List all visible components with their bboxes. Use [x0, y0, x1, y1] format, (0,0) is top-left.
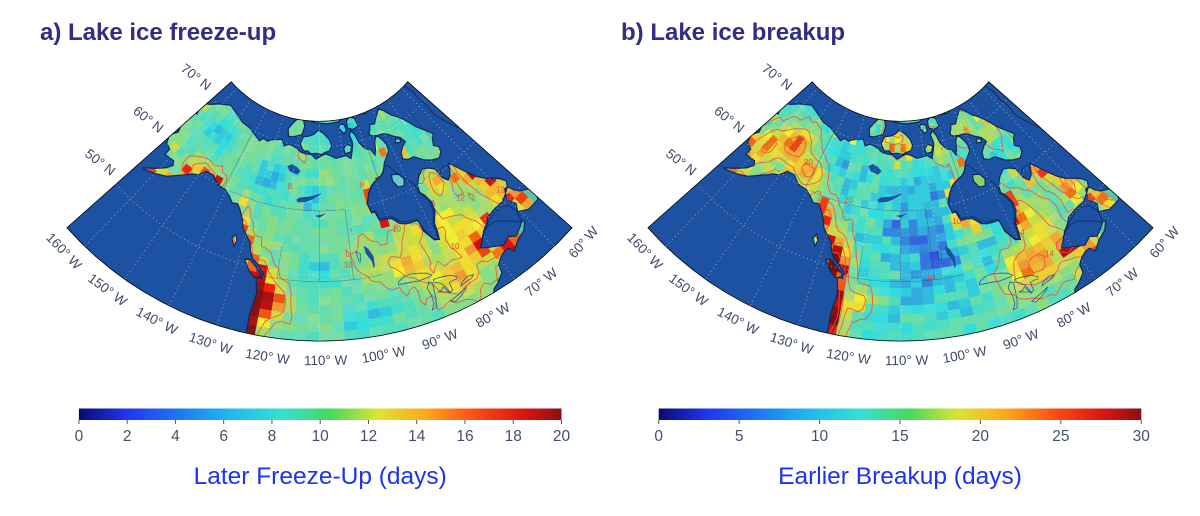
svg-text:b) Lake ice breakup: b) Lake ice breakup: [621, 19, 845, 46]
svg-text:14: 14: [926, 274, 935, 283]
svg-text:10: 10: [952, 217, 961, 226]
svg-text:8: 8: [288, 182, 293, 191]
svg-text:18: 18: [505, 428, 522, 445]
svg-text:120° W: 120° W: [825, 346, 871, 367]
svg-text:10: 10: [344, 261, 353, 270]
svg-text:4: 4: [171, 428, 180, 445]
svg-text:8: 8: [360, 180, 365, 189]
svg-text:30: 30: [1133, 428, 1151, 445]
svg-text:12: 12: [456, 193, 465, 202]
svg-text:15: 15: [891, 428, 908, 445]
svg-text:Earlier Breakup (days): Earlier Breakup (days): [778, 463, 1022, 490]
svg-text:12: 12: [360, 428, 377, 445]
svg-text:0: 0: [75, 428, 84, 445]
svg-text:20: 20: [804, 158, 813, 167]
svg-text:20: 20: [844, 196, 853, 205]
svg-text:14: 14: [1045, 249, 1054, 258]
svg-text:8: 8: [268, 428, 277, 445]
svg-text:2: 2: [123, 428, 132, 445]
svg-text:20: 20: [972, 428, 990, 445]
svg-text:110° W: 110° W: [885, 353, 929, 369]
svg-text:6: 6: [219, 428, 228, 445]
svg-text:a) Lake ice freeze-up: a) Lake ice freeze-up: [40, 19, 276, 46]
svg-text:110° W: 110° W: [304, 353, 348, 369]
svg-text:10: 10: [451, 242, 460, 251]
svg-text:14: 14: [1016, 228, 1025, 237]
svg-text:12: 12: [496, 186, 505, 195]
svg-text:25: 25: [1052, 428, 1069, 445]
svg-text:10: 10: [312, 428, 330, 445]
svg-text:Later Freeze-Up (days): Later Freeze-Up (days): [194, 463, 447, 490]
svg-text:14: 14: [408, 428, 426, 445]
svg-text:10: 10: [392, 225, 401, 234]
svg-text:20: 20: [553, 428, 571, 445]
svg-text:0: 0: [654, 428, 663, 445]
svg-text:5: 5: [735, 428, 744, 445]
svg-text:16: 16: [456, 428, 473, 445]
svg-text:120° W: 120° W: [244, 346, 290, 367]
svg-text:10: 10: [811, 428, 829, 445]
